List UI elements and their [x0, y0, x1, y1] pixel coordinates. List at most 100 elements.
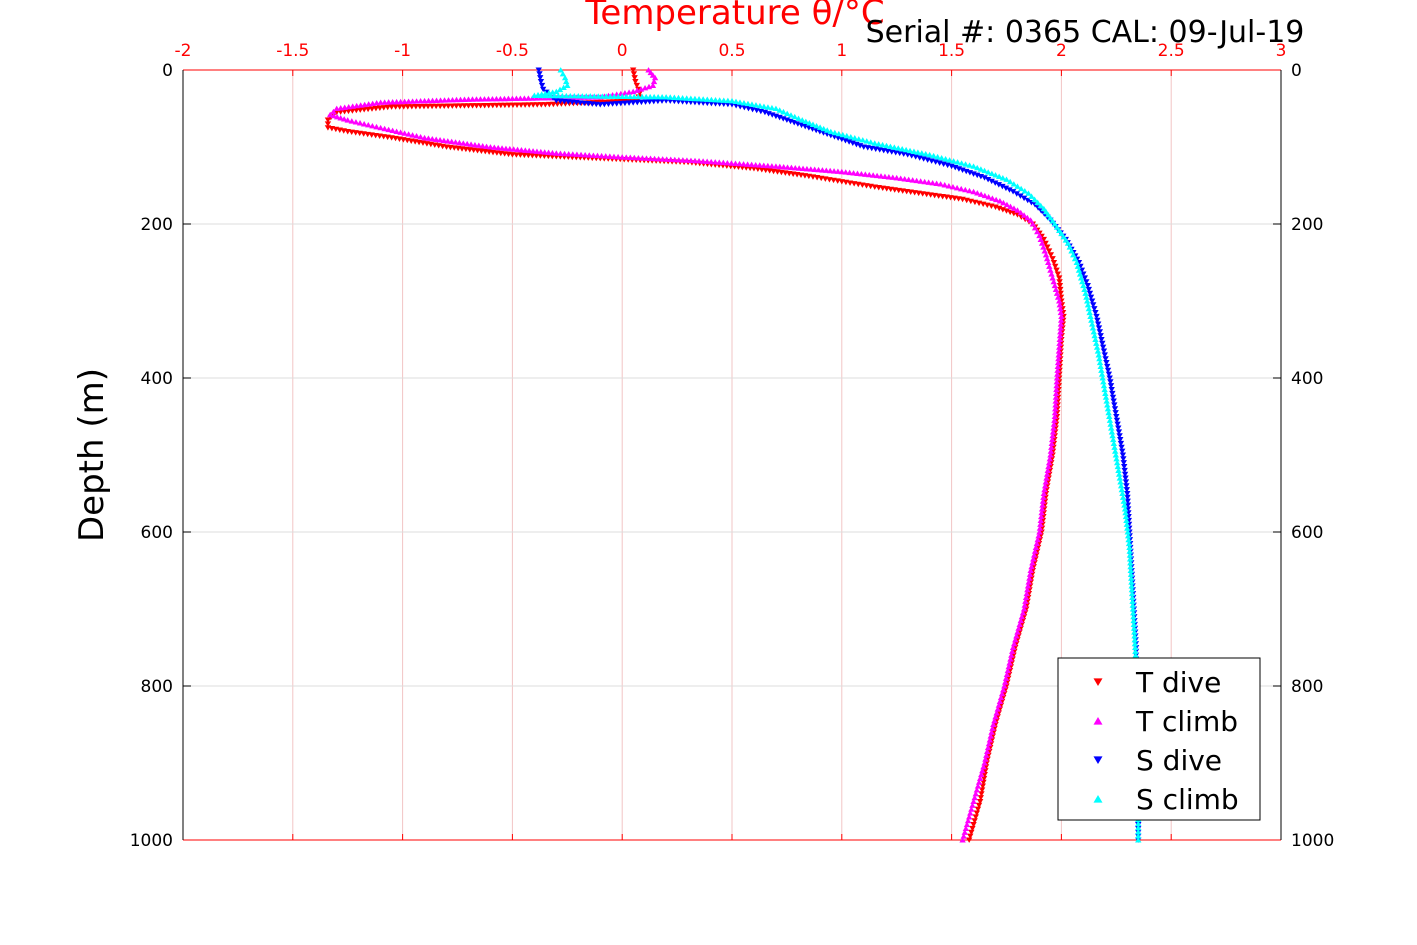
data-point [1051, 413, 1059, 420]
data-point [1090, 302, 1097, 308]
x-tick-label: 0.5 [718, 41, 745, 61]
data-point [968, 829, 975, 836]
data-point [1080, 271, 1087, 277]
data-point [1091, 306, 1098, 312]
data-point [752, 102, 760, 108]
data-point [926, 151, 933, 158]
data-point [1013, 191, 1020, 197]
data-point [555, 92, 562, 99]
data-point [1124, 532, 1132, 539]
data-point [623, 154, 630, 160]
data-point [1121, 471, 1129, 478]
data-point [1127, 571, 1135, 577]
data-point [1031, 196, 1038, 202]
data-point [1129, 602, 1136, 608]
data-point [330, 108, 337, 115]
data-point [1047, 448, 1055, 454]
data-point [917, 178, 924, 184]
data-point [974, 164, 981, 171]
data-point [1031, 548, 1039, 554]
data-point [707, 158, 715, 165]
data-point [497, 95, 504, 102]
data-point [1032, 544, 1040, 550]
data-point [708, 96, 715, 103]
data-point [1117, 437, 1124, 443]
data-point [1114, 421, 1121, 428]
data-point [647, 155, 654, 161]
data-point [417, 98, 424, 104]
y-tick-label-right: 200 [1291, 215, 1323, 235]
data-point [1057, 305, 1064, 312]
data-point [613, 101, 620, 107]
data-point [1098, 367, 1105, 373]
data-point [1131, 633, 1138, 639]
data-point [1007, 656, 1014, 662]
data-point [1123, 517, 1130, 524]
data-point [740, 100, 748, 106]
data-point [1055, 352, 1062, 358]
data-point [1054, 367, 1061, 373]
data-point [1022, 594, 1030, 601]
data-point [732, 98, 740, 105]
data-point [981, 192, 989, 199]
data-point [863, 138, 870, 144]
data-point [569, 151, 576, 157]
data-point [577, 151, 585, 158]
data-point [1009, 648, 1016, 654]
data-point [421, 134, 428, 141]
data-point [633, 87, 641, 93]
data-point [999, 183, 1006, 190]
data-point [1066, 244, 1073, 250]
data-point [748, 161, 755, 168]
data-point [776, 107, 783, 113]
data-point [962, 161, 969, 167]
data-point [966, 187, 973, 194]
data-point [687, 157, 695, 164]
data-point [1111, 444, 1118, 450]
data-point [357, 102, 364, 108]
data-point [831, 129, 839, 136]
data-point [1124, 525, 1131, 531]
data-point [925, 179, 932, 185]
data-point [1000, 199, 1007, 206]
data-point [567, 92, 574, 99]
data-point [1087, 313, 1094, 319]
series-s-climb [531, 67, 1142, 843]
data-point [1108, 429, 1116, 435]
data-point [505, 102, 513, 109]
data-point [473, 103, 480, 109]
data-point [1049, 256, 1056, 262]
data-point [1045, 463, 1052, 470]
data-point [962, 186, 969, 193]
data-point [910, 148, 918, 154]
data-point [433, 97, 440, 103]
data-point [639, 155, 646, 161]
data-point [405, 131, 412, 137]
data-point [1113, 459, 1121, 466]
data-point [977, 191, 985, 197]
data-point [768, 104, 776, 111]
data-point [341, 104, 348, 110]
data-point [703, 158, 711, 164]
data-point [1102, 356, 1109, 362]
data-point [541, 149, 548, 155]
data-point [530, 102, 537, 108]
data-point [1130, 625, 1138, 631]
data-point [1113, 455, 1120, 462]
data-point [816, 124, 824, 130]
data-point [744, 100, 752, 107]
data-point [365, 121, 372, 128]
y-tick-label-left: 200 [141, 215, 173, 235]
data-point [353, 102, 360, 109]
data-point [1034, 228, 1041, 235]
data-point [1115, 467, 1122, 473]
data-point [716, 159, 723, 165]
data-point [922, 150, 929, 157]
data-point [509, 102, 517, 109]
data-point [1103, 398, 1110, 404]
data-point [675, 156, 683, 163]
data-point [1052, 263, 1059, 270]
data-point [617, 100, 625, 107]
data-point [1125, 514, 1132, 520]
data-point [898, 146, 906, 152]
